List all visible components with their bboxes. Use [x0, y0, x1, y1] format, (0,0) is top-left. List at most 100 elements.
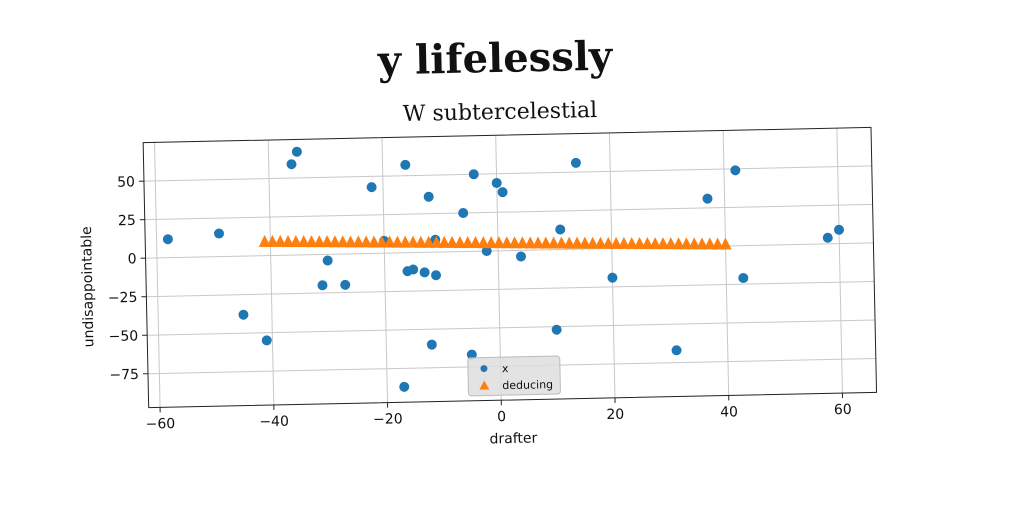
plot-background	[143, 127, 877, 408]
data-point-x	[408, 264, 419, 275]
y-tick-label: 50	[117, 174, 135, 190]
data-point-deducing	[313, 235, 326, 248]
data-point-deducing	[438, 235, 451, 248]
x-tick-label: 60	[834, 402, 852, 418]
data-point-deducing	[258, 234, 271, 247]
x-gridline	[267, 140, 275, 405]
data-point-deducing	[641, 237, 654, 250]
data-point-x	[399, 381, 410, 392]
x-gridline	[608, 132, 616, 398]
data-point-deducing	[688, 237, 701, 250]
data-point-deducing	[274, 234, 287, 248]
data-point-deducing	[422, 235, 435, 248]
x-tick-label: 0	[497, 409, 506, 425]
data-point-deducing	[360, 235, 373, 248]
legend: x deducing	[467, 355, 561, 397]
y-tick-label: 25	[118, 213, 136, 229]
x-tick-label: 40	[720, 404, 738, 420]
data-point-deducing	[500, 236, 513, 249]
y-gridline	[143, 165, 872, 182]
data-point-x	[291, 146, 302, 157]
y-tick-label: −50	[108, 328, 138, 345]
data-point-deducing	[415, 235, 428, 248]
x-tick-label: −60	[145, 416, 175, 433]
data-point-x	[671, 345, 682, 356]
data-point-deducing	[547, 236, 560, 249]
data-point-deducing	[469, 236, 482, 249]
data-point-deducing	[649, 237, 662, 250]
data-point-deducing	[368, 235, 381, 248]
data-point-deducing	[446, 235, 459, 249]
grid	[143, 128, 876, 408]
data-point-x	[466, 349, 477, 360]
data-point-deducing	[344, 235, 357, 248]
data-point-deducing	[610, 236, 623, 249]
data-point-deducing	[383, 235, 396, 248]
data-point-deducing	[594, 236, 607, 249]
legend-label-x: x	[502, 362, 509, 375]
data-point-deducing	[625, 236, 638, 250]
data-point-deducing	[282, 234, 295, 248]
data-point-deducing	[571, 236, 584, 249]
y-gridline	[144, 203, 873, 221]
data-point-deducing	[352, 235, 365, 248]
data-point-deducing	[602, 236, 615, 249]
data-point-deducing	[657, 237, 670, 250]
data-point-deducing	[290, 234, 303, 248]
data-point-x	[426, 339, 437, 350]
data-point-deducing	[555, 236, 568, 249]
data-point-x	[458, 208, 469, 219]
data-point-x	[431, 270, 442, 281]
data-point-deducing	[696, 237, 709, 250]
data-point-x	[261, 335, 272, 346]
data-point-x	[515, 251, 526, 262]
data-point-deducing	[375, 235, 388, 248]
x-gridline	[154, 142, 161, 408]
data-point-deducing	[399, 235, 412, 248]
data-point-x	[570, 157, 581, 168]
data-point-deducing	[711, 237, 724, 250]
chart-suptitle: y lifelessly	[376, 33, 614, 85]
data-point-x	[730, 165, 741, 176]
data-point-deducing	[719, 237, 732, 250]
data-point-deducing	[305, 235, 318, 248]
data-point-x	[400, 159, 411, 170]
data-point-deducing	[618, 236, 631, 250]
data-point-x	[497, 187, 508, 198]
data-point-x	[481, 246, 492, 257]
legend-marker-x	[480, 365, 488, 373]
x-gridline	[722, 130, 730, 396]
y-tick-label: −75	[109, 367, 139, 384]
data-point-deducing	[633, 236, 646, 250]
data-point-deducing	[454, 235, 467, 249]
data-point-x	[607, 272, 618, 283]
y-gridline	[145, 242, 874, 259]
data-point-x	[366, 182, 377, 193]
x-gridline	[836, 128, 843, 394]
data-point-x	[286, 159, 297, 170]
data-point-deducing	[524, 236, 537, 249]
y-gridline	[146, 280, 875, 298]
x-axis: −60 −40 −20 0 20 40 60	[145, 393, 852, 433]
y-axis: −75 −50 −25 0 25 50	[108, 174, 148, 384]
data-point-x	[834, 224, 845, 235]
data-point-deducing	[672, 237, 685, 250]
x-tick-label: −20	[373, 411, 403, 428]
data-point-x	[551, 324, 562, 335]
data-point-x	[322, 255, 333, 266]
data-point-x	[317, 280, 328, 291]
data-point-x	[238, 309, 249, 320]
data-point-deducing	[680, 237, 693, 250]
legend-label-deducing: deducing	[502, 378, 553, 392]
x-tick-label: 20	[606, 407, 624, 423]
x-axis-label: drafter	[489, 430, 537, 447]
series-deducing	[258, 234, 732, 250]
data-point-deducing	[579, 236, 592, 249]
data-point-deducing	[664, 237, 677, 250]
data-point-deducing	[266, 234, 279, 247]
y-tick-label: 0	[128, 251, 137, 267]
x-tick-label: −40	[259, 414, 289, 431]
legend-marker-deducing	[479, 380, 490, 390]
